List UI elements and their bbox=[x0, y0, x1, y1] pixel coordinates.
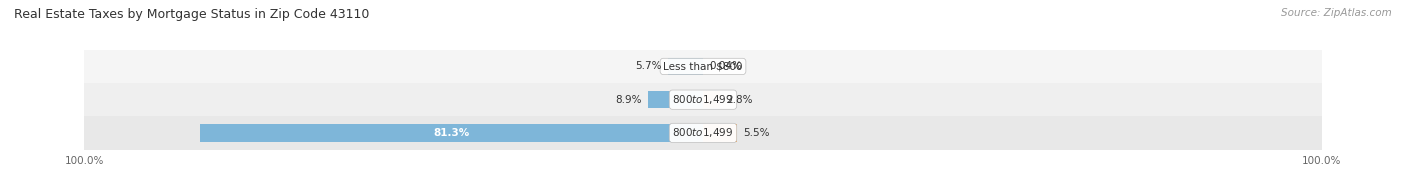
Text: 5.5%: 5.5% bbox=[744, 128, 769, 138]
Text: Real Estate Taxes by Mortgage Status in Zip Code 43110: Real Estate Taxes by Mortgage Status in … bbox=[14, 8, 370, 21]
Text: 2.8%: 2.8% bbox=[727, 95, 754, 105]
Text: 5.7%: 5.7% bbox=[636, 61, 662, 71]
Bar bbox=[703, 124, 737, 142]
Bar bbox=[200, 124, 703, 142]
Text: 81.3%: 81.3% bbox=[433, 128, 470, 138]
Text: $800 to $1,499: $800 to $1,499 bbox=[672, 93, 734, 106]
Text: $800 to $1,499: $800 to $1,499 bbox=[672, 126, 734, 139]
Text: 8.9%: 8.9% bbox=[616, 95, 641, 105]
Bar bbox=[84, 50, 1322, 83]
Bar bbox=[84, 83, 1322, 116]
Bar bbox=[668, 58, 703, 75]
Text: 0.04%: 0.04% bbox=[710, 61, 742, 71]
Text: Less than $800: Less than $800 bbox=[664, 61, 742, 71]
Text: Source: ZipAtlas.com: Source: ZipAtlas.com bbox=[1281, 8, 1392, 18]
Bar bbox=[648, 91, 703, 108]
Bar bbox=[703, 91, 720, 108]
Bar bbox=[84, 116, 1322, 150]
